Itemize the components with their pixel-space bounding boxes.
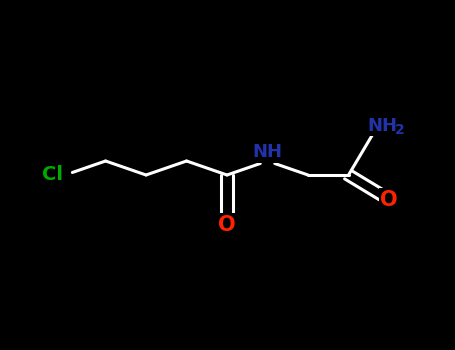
- Text: 2: 2: [395, 122, 404, 136]
- Text: NH: NH: [253, 143, 283, 161]
- Text: NH: NH: [367, 117, 397, 135]
- Text: O: O: [380, 189, 398, 210]
- Text: Cl: Cl: [42, 166, 63, 184]
- Text: O: O: [218, 215, 236, 235]
